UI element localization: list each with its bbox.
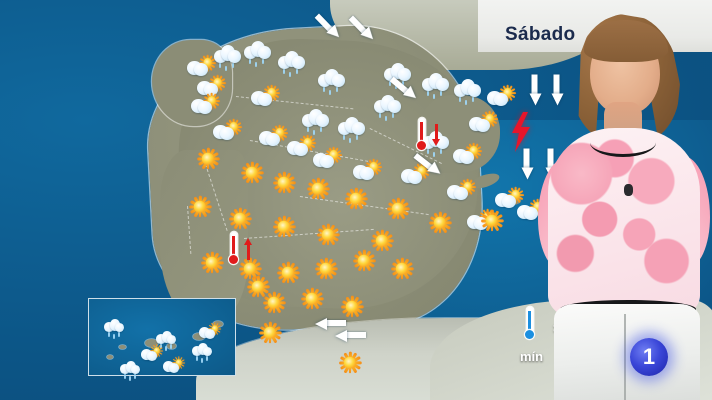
sun-icon <box>480 209 504 232</box>
sun-cloud-icon <box>186 52 217 78</box>
sun-icon <box>316 223 340 246</box>
wind-arrow-icon <box>332 330 366 342</box>
sun-icon <box>340 295 364 318</box>
rain-cloud-icon <box>191 339 213 363</box>
rain-cloud-icon <box>452 74 482 105</box>
rain-cloud-icon <box>242 36 272 67</box>
sun-icon <box>262 291 286 314</box>
lightning-icon <box>510 112 532 152</box>
presenter-hair-fringe <box>584 20 668 62</box>
sun-icon <box>370 229 394 252</box>
sun-icon <box>344 187 368 210</box>
rain-cloud-icon <box>300 104 330 135</box>
sun-cloud-icon <box>141 343 164 362</box>
clip-microphone-icon <box>624 184 633 196</box>
presenter-top <box>548 128 700 318</box>
rain-cloud-icon <box>336 112 366 143</box>
sun-cloud-icon <box>352 156 383 182</box>
wind-arrow-icon <box>312 318 346 330</box>
presenter-trouser-seam <box>624 314 626 400</box>
sun-icon <box>246 275 270 298</box>
sun-icon <box>352 249 376 272</box>
thermometer-blue-icon <box>524 307 535 341</box>
rain-cloud-icon <box>119 357 141 381</box>
sun-icon <box>188 195 212 218</box>
sun-icon <box>428 211 452 234</box>
sun-icon <box>306 177 330 200</box>
arrow-down-icon <box>432 124 441 146</box>
sun-icon <box>272 215 296 238</box>
sun-icon <box>386 197 410 220</box>
rain-cloud-icon <box>103 315 125 339</box>
rain-cloud-icon <box>316 64 346 95</box>
sun-cloud-icon <box>468 108 499 134</box>
sun-icon <box>272 171 296 194</box>
sun-cloud-icon <box>446 176 477 202</box>
rain-cloud-icon <box>420 68 450 99</box>
sun-cloud-icon <box>212 116 243 142</box>
ibiza-island <box>462 205 474 213</box>
temperature-trend-up <box>228 232 258 268</box>
sun-cloud-icon <box>494 184 525 210</box>
channel-logo: 1 <box>630 338 668 376</box>
sun-icon <box>276 261 300 284</box>
isla-gomera <box>119 345 126 350</box>
sun-icon <box>238 257 262 280</box>
sun-cloud-icon <box>250 82 281 108</box>
sun-cloud-icon <box>516 196 547 222</box>
sun-icon <box>314 257 338 280</box>
sun-cloud-icon <box>199 321 222 340</box>
sun-cloud-icon <box>312 144 343 170</box>
isla-tenerife <box>145 339 158 348</box>
sun-icon <box>390 257 414 280</box>
temperature-trend-down <box>416 118 446 154</box>
arrow-up-icon <box>244 238 253 260</box>
sun-icon <box>196 147 220 170</box>
sun-icon <box>200 251 224 274</box>
isla-hierro <box>107 355 113 359</box>
sun-icon <box>338 351 362 374</box>
rain-cloud-icon <box>276 46 306 77</box>
legend-min-label: mín <box>520 349 544 364</box>
sun-icon <box>258 321 282 344</box>
sun-cloud-icon <box>400 160 431 186</box>
sun-cloud-icon <box>163 355 186 374</box>
sun-cloud-icon <box>452 140 483 166</box>
presenter-trousers <box>554 304 700 400</box>
day-label: Sábado <box>505 24 576 45</box>
presenter-neckline-trim <box>590 128 656 157</box>
isla-fuerteventura <box>193 333 205 341</box>
sun-cloud-icon <box>190 90 221 116</box>
weather-presenter <box>520 8 712 400</box>
sun-icon <box>300 287 324 310</box>
sun-icon <box>228 207 252 230</box>
rain-cloud-icon <box>155 327 177 351</box>
sun-cloud-icon <box>486 82 517 108</box>
rain-cloud-icon <box>212 40 242 71</box>
rain-cloud-icon <box>382 58 412 89</box>
sun-cloud-icon <box>286 132 317 158</box>
canary-islands-inset <box>88 298 236 381</box>
sun-icon <box>240 161 264 184</box>
sun-cloud-icon <box>258 122 289 148</box>
rain-cloud-icon <box>372 90 402 121</box>
channel-logo-label: 1 <box>642 344 656 369</box>
